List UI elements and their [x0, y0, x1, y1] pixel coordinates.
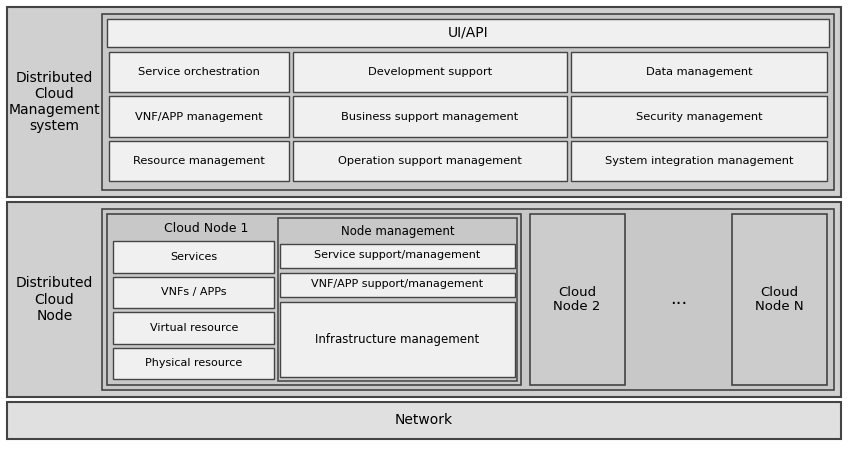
Bar — [113, 241, 275, 272]
Bar — [293, 52, 567, 92]
Text: Business support management: Business support management — [342, 112, 519, 122]
Text: Resource management: Resource management — [133, 156, 265, 166]
Text: System integration management: System integration management — [605, 156, 793, 166]
Bar — [7, 7, 841, 197]
Bar — [571, 96, 827, 137]
Bar — [278, 218, 516, 381]
Bar — [293, 141, 567, 181]
Text: ...: ... — [670, 291, 687, 308]
Bar — [293, 96, 567, 137]
Text: VNF/APP management: VNF/APP management — [135, 112, 263, 122]
Bar — [102, 209, 834, 390]
Text: VNFs / APPs: VNFs / APPs — [161, 287, 226, 297]
Bar — [113, 312, 275, 344]
Bar — [732, 214, 827, 385]
Bar — [281, 244, 515, 268]
Bar — [571, 52, 827, 92]
Bar — [7, 202, 841, 397]
Bar — [102, 14, 834, 190]
Bar — [571, 141, 827, 181]
Bar — [7, 402, 841, 439]
Bar — [113, 276, 275, 308]
Text: Infrastructure management: Infrastructure management — [315, 333, 480, 346]
Text: Virtual resource: Virtual resource — [149, 323, 238, 333]
Text: Operation support management: Operation support management — [338, 156, 522, 166]
Text: Service support/management: Service support/management — [315, 250, 481, 260]
Text: Node management: Node management — [341, 224, 455, 238]
Text: Distributed
Cloud
Node: Distributed Cloud Node — [16, 276, 93, 323]
Bar — [107, 19, 829, 47]
Bar — [109, 141, 289, 181]
Text: Physical resource: Physical resource — [145, 358, 243, 368]
Bar — [113, 347, 275, 379]
Text: Cloud Node 1: Cloud Node 1 — [164, 222, 248, 234]
Bar — [530, 214, 625, 385]
Bar — [107, 214, 521, 385]
Text: Service orchestration: Service orchestration — [138, 67, 260, 77]
Bar — [109, 52, 289, 92]
Text: Services: Services — [170, 252, 217, 262]
Text: Cloud
Node 2: Cloud Node 2 — [554, 286, 601, 314]
Bar — [281, 273, 515, 297]
Text: Data management: Data management — [645, 67, 752, 77]
Text: Network: Network — [395, 414, 453, 427]
Text: Security management: Security management — [636, 112, 762, 122]
Text: Cloud
Node N: Cloud Node N — [755, 286, 804, 314]
Bar — [109, 96, 289, 137]
Bar — [281, 302, 515, 377]
Text: Distributed
Cloud
Management
system: Distributed Cloud Management system — [8, 71, 100, 133]
Text: UI/API: UI/API — [448, 26, 488, 40]
Text: Development support: Development support — [368, 67, 492, 77]
Text: VNF/APP support/management: VNF/APP support/management — [311, 279, 483, 289]
